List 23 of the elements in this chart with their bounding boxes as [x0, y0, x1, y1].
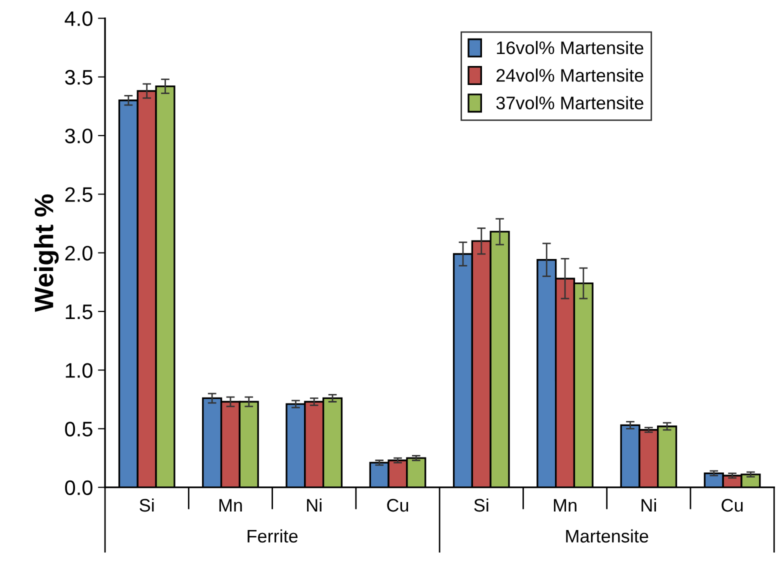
x-tick-label: Mn [554, 499, 576, 512]
legend-label: 16vol% Martensite [496, 40, 644, 54]
x-tick-label: Cu [387, 498, 408, 512]
y-tick-label: 2.5 [65, 187, 92, 202]
text: Ferrite [248, 529, 298, 543]
x-tick-label: Mn [219, 499, 242, 512]
x-tick-label: Ni [642, 498, 656, 512]
y-tick-label: 0.0 [65, 480, 92, 496]
y-tick-label: 1.0 [66, 363, 92, 378]
y-tick-label: 0.5 [65, 422, 92, 436]
x-tick-label: Ni [307, 498, 322, 512]
y-axis-title: Weight % [34, 194, 59, 312]
text: Martensite [566, 529, 648, 543]
x-tick-label: Cu [722, 498, 743, 512]
y-tick-label: 4.0 [64, 11, 92, 26]
x-tick-label: Si [140, 498, 154, 512]
legend-label: 24vol% Martensite [496, 68, 644, 82]
y-tick-label: 3.5 [65, 70, 92, 85]
legend-label: 37vol% Martensite [496, 96, 644, 110]
x-tick-label: Si [474, 498, 488, 512]
y-tick-label: 1.5 [66, 304, 92, 320]
y-tick-label: 3.0 [65, 128, 92, 144]
y-tick-label: 2.0 [65, 246, 92, 261]
